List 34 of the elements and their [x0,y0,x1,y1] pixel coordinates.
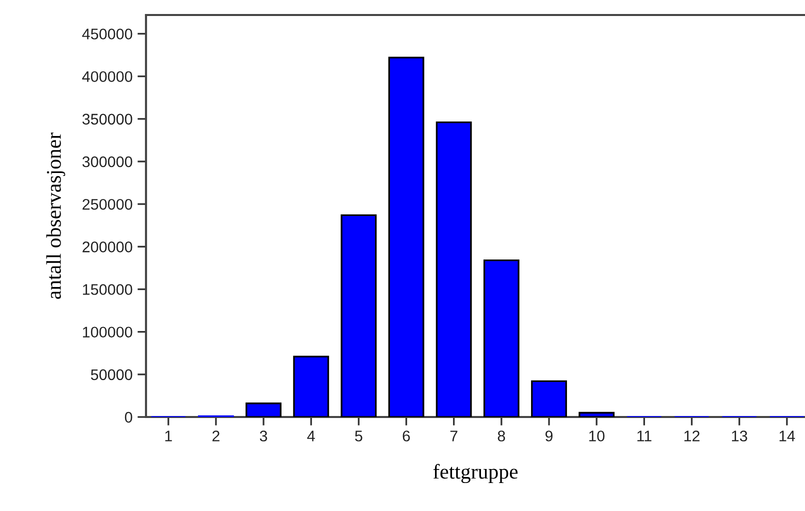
bar [483,259,520,417]
x-tick-label: 6 [402,430,410,442]
x-tick-label: 3 [260,430,268,442]
x-tick-label: 7 [450,430,458,442]
x-tick-label: 9 [545,430,553,442]
bar [388,56,424,417]
x-tick-label: 11 [637,430,652,442]
y-tick-label: 0 [124,412,132,423]
y-tick-label: 50000 [90,369,132,380]
x-tick-label: 8 [498,430,506,442]
y-tick-label: 250000 [82,198,132,210]
y-tick-label: 100000 [82,326,132,338]
bar [436,121,472,417]
x-tick-label: 14 [780,430,795,442]
bar [340,214,377,417]
y-tick-label: 300000 [82,156,132,168]
x-tick-label: 2 [212,430,220,442]
y-tick-label: 350000 [82,114,132,125]
x-tick-label: 13 [732,430,748,442]
y-tick-label: 400000 [82,71,132,82]
bar [531,380,567,417]
y-tick-label: 150000 [82,284,132,295]
x-axis-title: fettgruppe [433,464,518,484]
x-tick-label: 4 [307,430,315,442]
y-axis-title: antall observasjoner [46,132,66,299]
x-tick-label: 1 [165,430,172,442]
x-tick-label: 12 [684,430,700,442]
bar [246,402,282,417]
y-tick-label: 200000 [82,242,132,252]
y-tick-label: 450000 [82,28,132,40]
x-tick-label: 10 [589,430,604,442]
bar [293,356,330,417]
bar [578,412,615,417]
x-tick-label: 5 [355,430,362,442]
